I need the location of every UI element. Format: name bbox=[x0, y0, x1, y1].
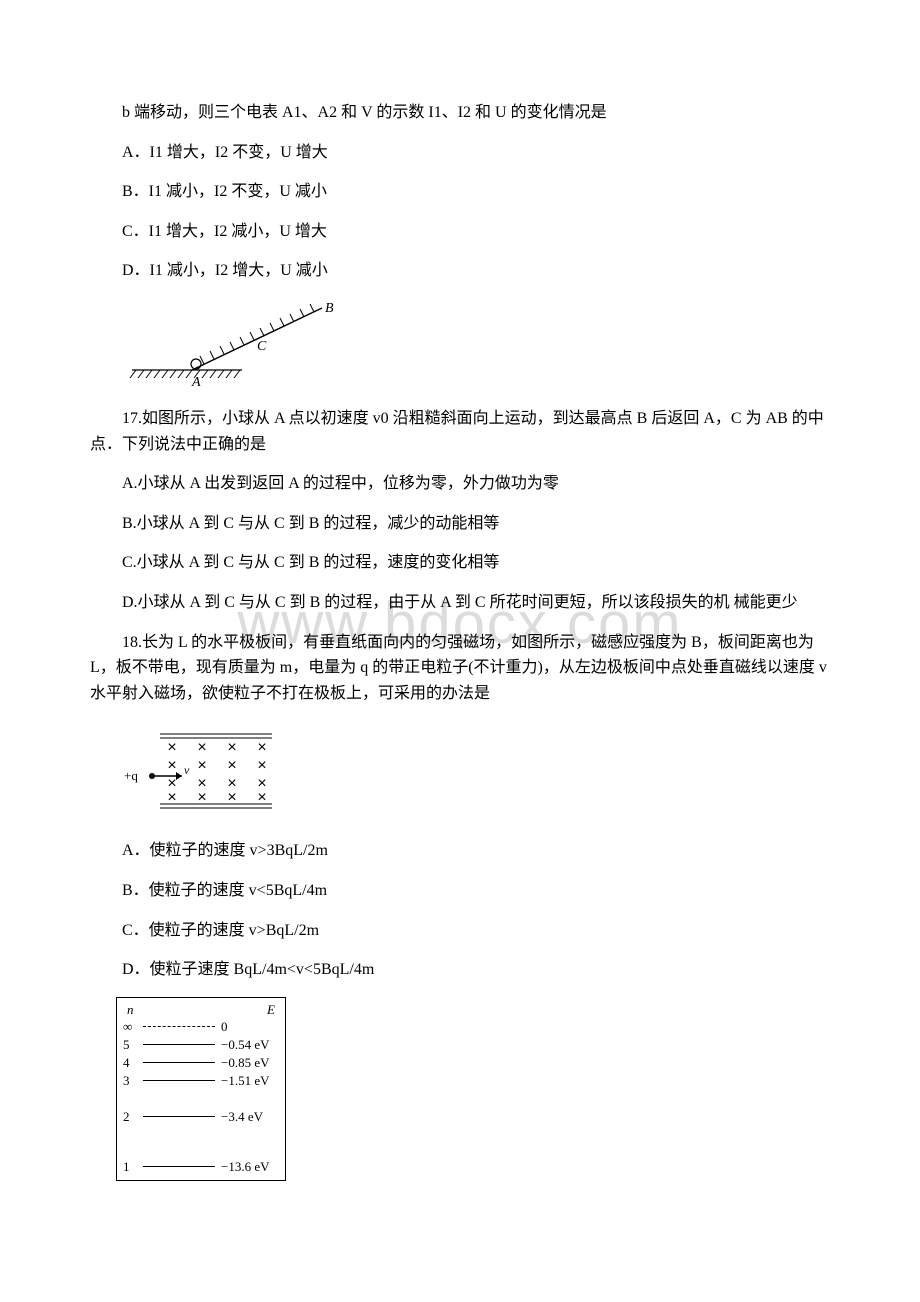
label-B: B bbox=[325, 301, 334, 316]
q16-option-d: D．I1 减小，I2 增大，U 减小 bbox=[90, 258, 830, 284]
label-C: C bbox=[257, 339, 267, 354]
energy-e: 0 bbox=[221, 1019, 279, 1035]
q17-diagram-incline: A C B bbox=[122, 298, 830, 388]
q17-option-d: D.小球从 A 到 C 与从 C 到 B 的过程，由于从 A 到 C 所花时间更… bbox=[90, 590, 830, 616]
energy-n: 4 bbox=[123, 1055, 137, 1071]
energy-e: −13.6 eV bbox=[221, 1159, 279, 1175]
energy-e: −3.4 eV bbox=[221, 1109, 279, 1125]
q18-option-d: D．使粒子速度 BqL/4m<v<5BqL/4m bbox=[90, 957, 830, 983]
q18-option-c: C．使粒子的速度 v>BqL/2m bbox=[90, 918, 830, 944]
energy-n: 5 bbox=[123, 1037, 137, 1053]
energy-n: 1 bbox=[123, 1159, 137, 1175]
q17-option-c: C.小球从 A 到 C 与从 C 到 B 的过程，速度的变化相等 bbox=[90, 550, 830, 576]
energy-hdr-n: n bbox=[127, 1002, 134, 1018]
energy-n: 2 bbox=[123, 1109, 137, 1125]
energy-hdr-E: E bbox=[267, 1002, 275, 1018]
svg-text:×: × bbox=[257, 757, 266, 774]
q-label: +q bbox=[124, 768, 138, 783]
svg-text:×: × bbox=[197, 757, 206, 774]
svg-text:×: × bbox=[197, 739, 206, 756]
q18-option-a: A．使粒子的速度 v>3BqL/2m bbox=[90, 838, 830, 864]
energy-e: −1.51 eV bbox=[221, 1073, 279, 1089]
q16-option-a: A．I1 增大，I2 不变，U 增大 bbox=[90, 140, 830, 166]
energy-n: 3 bbox=[123, 1073, 137, 1089]
svg-text:×: × bbox=[257, 789, 266, 806]
svg-text:×: × bbox=[197, 789, 206, 806]
energy-row: 5 −0.54 eV bbox=[123, 1036, 279, 1054]
svg-text:×: × bbox=[257, 739, 266, 756]
svg-text:×: × bbox=[227, 789, 236, 806]
svg-text:×: × bbox=[167, 789, 176, 806]
energy-e: −0.54 eV bbox=[221, 1037, 279, 1053]
q16-option-b: B．I1 减小，I2 不变，U 减小 bbox=[90, 179, 830, 205]
energy-n: ∞ bbox=[123, 1019, 137, 1035]
energy-row: 1 −13.6 eV bbox=[123, 1158, 279, 1176]
q18-option-b: B．使粒子的速度 v<5BqL/4m bbox=[90, 878, 830, 904]
energy-row: ∞ 0 bbox=[123, 1018, 279, 1036]
energy-row: 4 −0.85 eV bbox=[123, 1054, 279, 1072]
svg-text:×: × bbox=[227, 739, 236, 756]
document-content: b 端移动，则三个电表 A1、A2 和 V 的示数 I1、I2 和 U 的变化情… bbox=[90, 100, 830, 1181]
svg-text:×: × bbox=[167, 739, 176, 756]
energy-e: −0.85 eV bbox=[221, 1055, 279, 1071]
svg-text:×: × bbox=[167, 757, 176, 774]
energy-level-table: n E ∞ 0 5 −0.54 eV 4 −0.85 eV 3 −1.51 eV… bbox=[116, 997, 286, 1181]
energy-row: 2 −3.4 eV bbox=[123, 1108, 279, 1126]
label-A: A bbox=[191, 375, 201, 388]
q16-stem: b 端移动，则三个电表 A1、A2 和 V 的示数 I1、I2 和 U 的变化情… bbox=[90, 100, 830, 126]
q18-diagram-plates: ×××× ×××× ×××× ×××× +q v bbox=[122, 720, 830, 820]
energy-row: 3 −1.51 eV bbox=[123, 1072, 279, 1090]
v-label: v bbox=[184, 763, 190, 777]
svg-text:×: × bbox=[227, 757, 236, 774]
q16-option-c: C．I1 增大，I2 减小，U 增大 bbox=[90, 219, 830, 245]
q18-stem: 18.长为 L 的水平极板间，有垂直纸面向内的匀强磁场，如图所示，磁感应强度为 … bbox=[90, 630, 830, 707]
q17-option-b: B.小球从 A 到 C 与从 C 到 B 的过程，减少的动能相等 bbox=[90, 511, 830, 537]
q17-option-a: A.小球从 A 出发到返回 A 的过程中，位移为零，外力做功为零 bbox=[90, 471, 830, 497]
q17-stem: 17.如图所示，小球从 A 点以初速度 v0 沿粗糙斜面向上运动，到达最高点 B… bbox=[90, 406, 830, 457]
